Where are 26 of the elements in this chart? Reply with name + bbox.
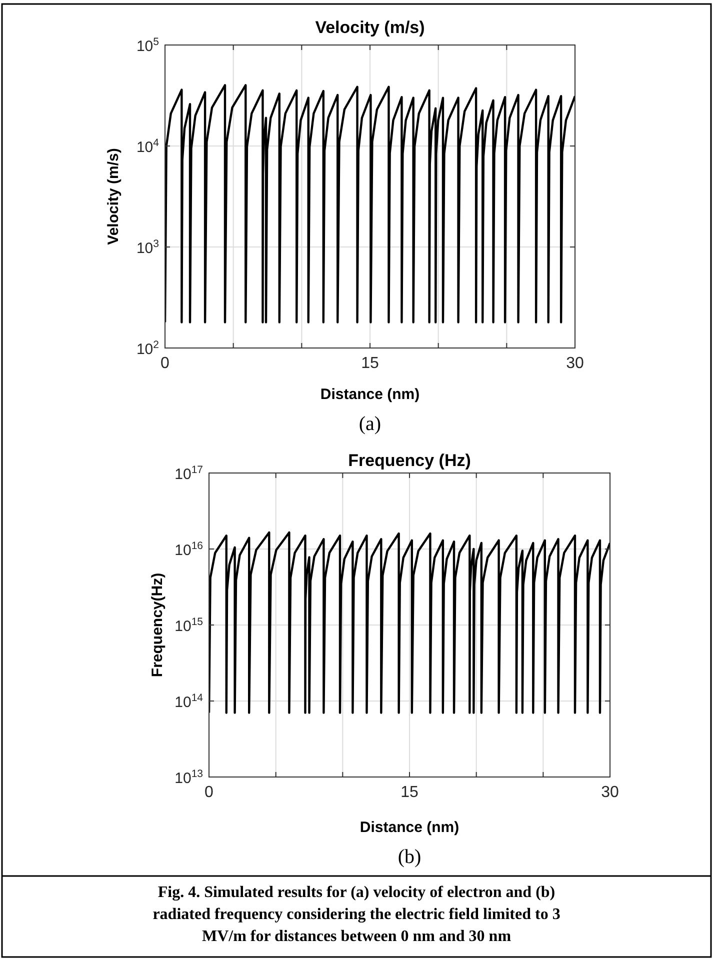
chart-title: Frequency (Hz) <box>348 451 471 470</box>
text: (b) <box>398 846 422 868</box>
y-tick-label: 10$^{4}$ <box>136 137 160 156</box>
caption: Fig. 4. Simulated results for (a) velocity of electron and (b) radiated frequency considering the electric field limited to 3 MV/m for distances between 0 nm and 30 nm <box>152 884 560 945</box>
y-axis-title: Velocity (m/s) <box>105 148 122 245</box>
y-tick-label: 10$^{15}$ <box>174 616 204 635</box>
x-axis-title: Distance (nm) <box>360 819 460 836</box>
line-series <box>209 531 610 714</box>
x-axis-title: Distance (nm) <box>320 386 420 403</box>
chart-title: Velocity (m/s) <box>315 18 425 37</box>
y-tick-label: 10$^{16}$ <box>174 540 204 559</box>
x-tick-label: 30 <box>566 355 584 372</box>
y-tick-label: 10$^{3}$ <box>136 238 160 257</box>
y-tick-label: 10$^{2}$ <box>136 339 160 358</box>
y-tick-label: 10$^{13}$ <box>174 768 204 787</box>
x-tick-label: 0 <box>160 355 170 372</box>
x-tick-label: 30 <box>601 784 619 801</box>
line-series <box>165 84 575 324</box>
x-tick-label: 15 <box>361 355 379 372</box>
y-axis-title: Frequency(Hz) <box>149 572 166 678</box>
text: (a) <box>358 413 382 435</box>
y-tick-label: 10$^{5}$ <box>136 36 160 55</box>
y-tick-label: 10$^{14}$ <box>174 692 204 711</box>
x-tick-label: 15 <box>400 784 418 801</box>
x-tick-label: 0 <box>204 784 214 801</box>
y-tick-label: 10$^{17}$ <box>174 464 204 483</box>
